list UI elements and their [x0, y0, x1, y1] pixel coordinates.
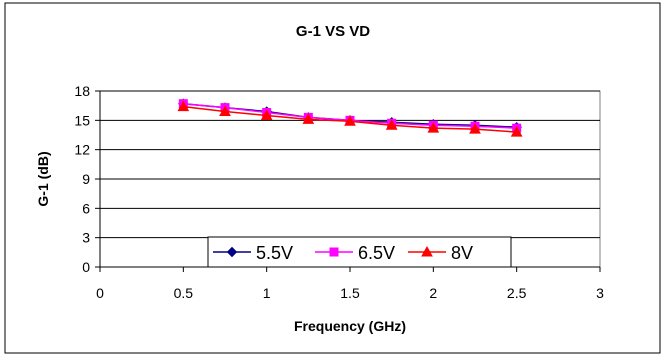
- y-tick-label: 12: [74, 142, 90, 158]
- data-point: [177, 100, 190, 112]
- data-point: [510, 126, 523, 137]
- y-tick-label: 18: [74, 83, 90, 99]
- x-tick-label: 2: [429, 285, 437, 301]
- legend-label: 8V: [451, 243, 473, 263]
- legend-item: 6.5V: [315, 243, 395, 263]
- data-point: [219, 105, 231, 117]
- y-tick-labels: 0 3 6 9 12 15 18: [74, 83, 90, 275]
- x-tick-label: 1: [263, 285, 271, 301]
- x-tick-label: 0: [96, 285, 104, 301]
- x-tick-label: 3: [596, 285, 604, 301]
- data-point: [427, 122, 440, 133]
- data-point: [344, 115, 356, 126]
- series-group: [177, 98, 523, 137]
- legend-swatch-marker: [421, 245, 433, 257]
- x-tick-label: 2.5: [507, 285, 527, 301]
- legend-label: 6.5V: [358, 243, 395, 263]
- data-point: [385, 119, 398, 130]
- data-point: [260, 109, 273, 120]
- chart-title: G-1 VS VD: [296, 23, 370, 40]
- y-tick-label: 15: [74, 112, 90, 128]
- legend: 5.5V 6.5V 8V: [207, 236, 512, 268]
- legend-box: [207, 236, 512, 268]
- legend-swatch-marker: [329, 247, 339, 257]
- y-tick-label: 0: [82, 259, 90, 275]
- legend-swatch-marker: [226, 246, 238, 258]
- x-tick-label: 1.5: [340, 285, 360, 301]
- legend-item: 5.5V: [213, 243, 293, 263]
- data-point: [302, 113, 315, 124]
- x-tick-label: 0.5: [174, 285, 194, 301]
- y-tick-label: 9: [82, 171, 90, 187]
- series-8v: [177, 100, 523, 137]
- x-axis-title: Frequency (GHz): [294, 318, 406, 334]
- y-tick-label: 3: [82, 230, 90, 246]
- x-tick-labels: 0 0.5 1 1.5 2 2.5 3: [96, 285, 604, 301]
- legend-item: 8V: [408, 243, 473, 263]
- legend-label: 5.5V: [256, 243, 293, 263]
- y-axis-title: G-1 (dB): [35, 151, 51, 206]
- data-point: [469, 123, 481, 134]
- y-tick-label: 6: [82, 200, 90, 216]
